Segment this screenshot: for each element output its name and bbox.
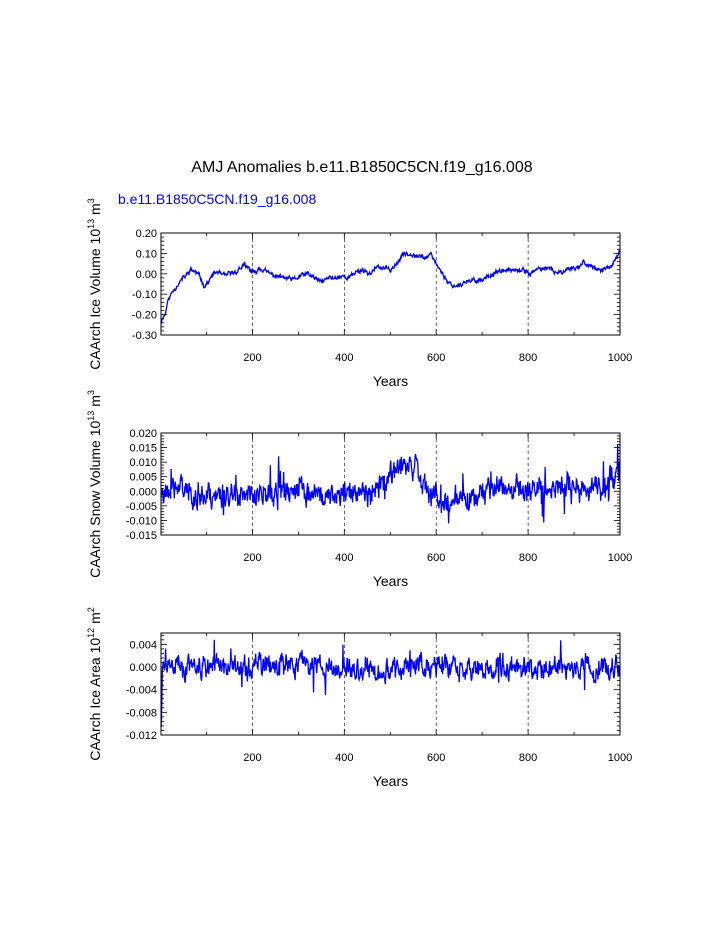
x-tick-label: 200 [243,552,261,564]
case-label: b.e11.B1850C5CN.f19_g16.008 [118,191,316,207]
y-tick-label: -0.005 [126,501,157,513]
y-tick-label: 0.000 [129,486,157,498]
panel-ice-area: 0.004 0.000 -0.004 -0.008 -0.012 200 400 600 800… [86,607,632,789]
figure-title: AMJ Anomalies b.e11.B1850C5CN.f19_g16.00… [191,159,532,176]
y-tick-label: -0.10 [132,289,157,301]
panel-ice-volume: 0.20 0.10 0.00 -0.10 -0.20 -0.30 200 400 600 800 1… [86,198,632,389]
x-tick-label: 600 [427,552,445,564]
panel-snow-volume: 0.020 0.015 0.010 0.005 0.000 -0.005 -0.010 -0.… [86,390,632,589]
plot-frame [160,432,621,536]
y-tick-label: 0.00 [136,269,157,281]
x-tick-label: 800 [519,752,537,764]
x-tick-label: 400 [335,352,353,364]
x-tick-label: 1000 [608,352,632,364]
plot-frame [160,632,621,736]
x-tick-label: 400 [335,552,353,564]
panels: 0.20 0.10 0.00 -0.10 -0.20 -0.30 200 400 600 800 1… [86,198,632,789]
plot-frame [160,232,621,336]
series-line [160,444,621,524]
y-tick-label: 0.000 [129,662,157,674]
series-line [160,639,621,728]
series-line [160,248,621,325]
x-tick-label: 1000 [608,752,632,764]
x-tick-label: 400 [335,752,353,764]
y-tick-label: 0.015 [129,443,157,455]
x-axis-title: Years [373,773,408,789]
x-tick-label: 1000 [608,552,632,564]
x-tick-label: 800 [519,552,537,564]
x-axis-title: Years [373,573,408,589]
y-axis-title: CAArch Ice Area 1012 m2 [86,607,103,761]
x-tick-label: 600 [427,752,445,764]
y-tick-label: -0.012 [126,730,157,742]
y-axis-title: CAArch Snow Volume 1013 m3 [86,390,103,578]
y-axis-title: CAArch Ice Volume 1013 m3 [86,198,103,369]
y-tick-label: -0.20 [132,310,157,322]
y-tick-label: 0.010 [129,457,157,469]
y-tick-label: -0.004 [126,685,157,697]
y-tick-label: -0.015 [126,530,157,542]
x-tick-label: 200 [243,352,261,364]
y-tick-label: 0.20 [136,228,157,240]
x-axis-title: Years [373,373,408,389]
x-tick-label: 600 [427,352,445,364]
y-tick-label: -0.008 [126,707,157,719]
y-tick-label: 0.020 [129,428,157,440]
y-tick-label: 0.10 [136,248,157,260]
y-tick-label: -0.30 [132,330,157,342]
y-tick-label: 0.005 [129,472,157,484]
x-tick-label: 200 [243,752,261,764]
y-tick-label: 0.004 [129,639,157,651]
y-tick-label: -0.010 [126,515,157,527]
x-tick-label: 800 [519,352,537,364]
